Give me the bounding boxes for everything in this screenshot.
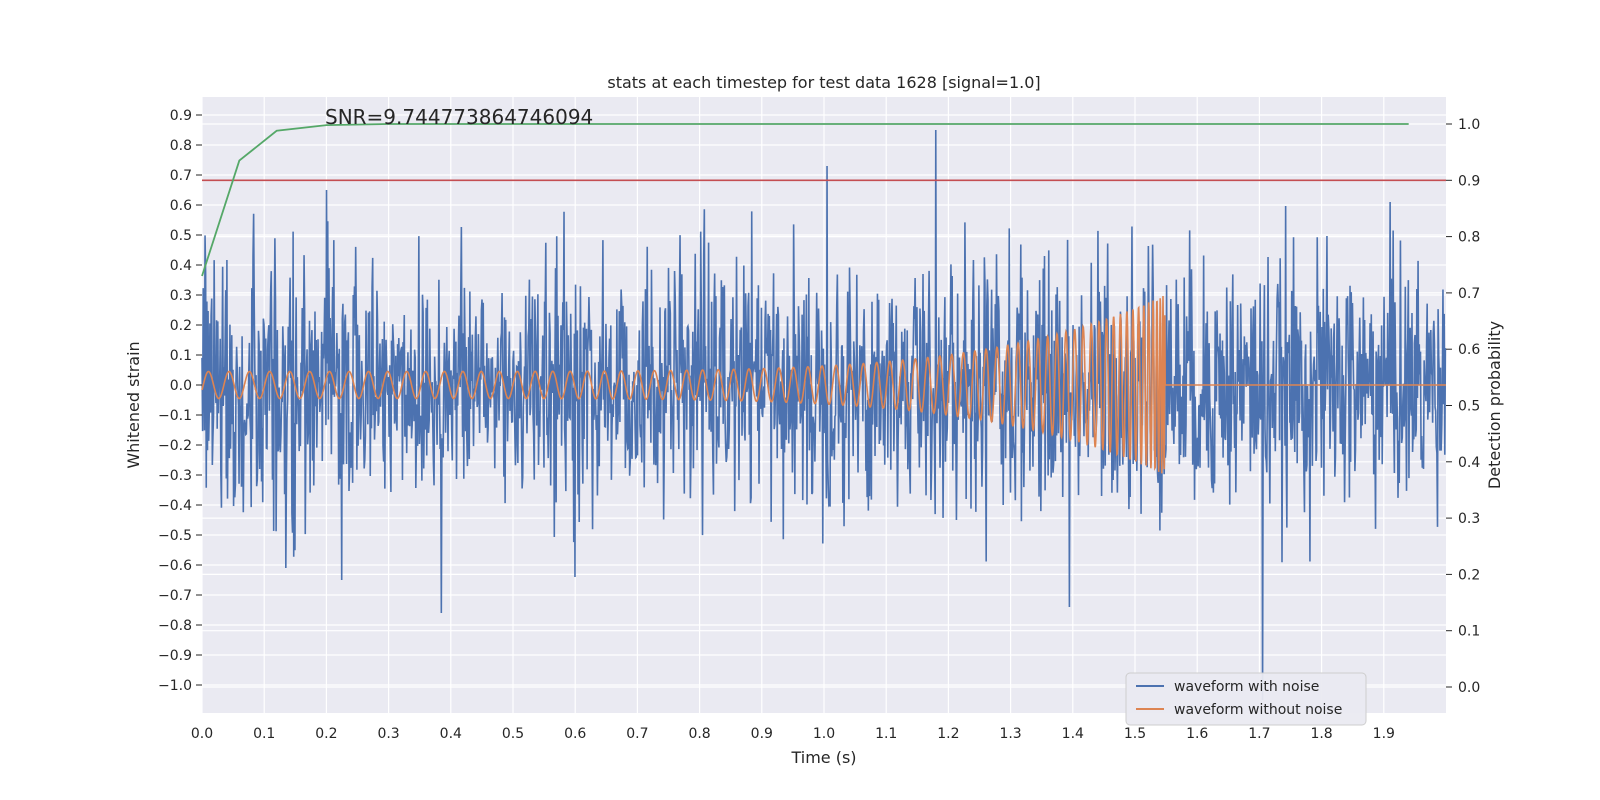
- y-tick-label-left: −1.0: [158, 678, 192, 694]
- y-tick-label-right: 0.0: [1458, 680, 1480, 696]
- y-tick-label-left: −0.8: [158, 618, 192, 634]
- x-tick-label: 1.7: [1248, 726, 1270, 742]
- x-tick-label: 1.6: [1186, 726, 1208, 742]
- y-tick-label-left: −0.7: [158, 588, 192, 604]
- x-tick-label: 1.8: [1310, 726, 1332, 742]
- y-tick-label-right: 0.8: [1458, 230, 1480, 246]
- x-tick-label: 1.2: [937, 726, 959, 742]
- x-tick-label: 0.4: [440, 726, 462, 742]
- x-tick-label: 0.2: [315, 726, 337, 742]
- x-tick-label: 0.0: [191, 726, 213, 742]
- y-tick-label-left: 0.4: [170, 258, 192, 274]
- x-tick-label: 1.3: [999, 726, 1021, 742]
- x-tick-label: 0.3: [377, 726, 399, 742]
- y-tick-label-right: 1.0: [1458, 117, 1480, 133]
- series-waveform-without-noise: [201, 295, 1446, 474]
- y-axis-label-left: Whitened strain: [124, 341, 143, 468]
- y-tick-label-left: 0.1: [170, 348, 192, 364]
- y-tick-label-right: 0.2: [1458, 567, 1480, 583]
- x-tick-label: 0.1: [253, 726, 275, 742]
- x-tick-label: 1.9: [1373, 726, 1395, 742]
- y-axis-label-right: Detection probability: [1485, 321, 1504, 489]
- x-tick-label: 0.7: [626, 726, 648, 742]
- series-detection-probability: [201, 123, 1409, 277]
- y-tick-label-right: 0.5: [1458, 399, 1480, 415]
- x-tick-label: 1.4: [1062, 726, 1084, 742]
- y-tick-label-left: −0.2: [158, 438, 192, 454]
- y-tick-label-left: 0.0: [170, 378, 192, 394]
- ticks: 0.0 0.1 0.2 0.3 0.4 0.5 0.6 0.7 0.8 0.9 1.0 1.1 1.2 1…: [158, 108, 1480, 742]
- y-tick-label-left: 0.7: [170, 168, 192, 184]
- chart-title: stats at each timestep for test data 162…: [607, 73, 1040, 92]
- y-tick-label-left: 0.5: [170, 228, 192, 244]
- x-tick-label: 0.6: [564, 726, 586, 742]
- legend: waveform with noise waveform without noi…: [1125, 672, 1367, 726]
- x-tick-label: 1.0: [813, 726, 835, 742]
- x-axis-label: Time (s): [790, 748, 856, 767]
- x-tick-label: 0.5: [502, 726, 524, 742]
- snr-annotation: SNR=9.744773864746094: [325, 105, 593, 129]
- y-tick-label-left: −0.5: [158, 528, 192, 544]
- y-tick-label-left: 0.8: [170, 138, 192, 154]
- y-tick-label-left: 0.3: [170, 288, 192, 304]
- x-tick-label: 1.5: [1124, 726, 1146, 742]
- y-tick-label-left: −0.9: [158, 648, 192, 664]
- legend-box: [1125, 672, 1367, 726]
- x-tick-label: 0.8: [688, 726, 710, 742]
- y-tick-label-left: 0.6: [170, 198, 192, 214]
- x-tick-label: 0.9: [751, 726, 773, 742]
- y-tick-label-right: 0.1: [1458, 624, 1480, 640]
- legend-label-clean: waveform without noise: [1174, 702, 1342, 718]
- y-tick-label-right: 0.6: [1458, 342, 1480, 358]
- x-tick-label: 1.1: [875, 726, 897, 742]
- y-tick-label-left: −0.4: [158, 498, 192, 514]
- y-tick-label-right: 0.7: [1458, 286, 1480, 302]
- y-tick-label-right: 0.4: [1458, 455, 1480, 471]
- y-tick-label-right: 0.9: [1458, 173, 1480, 189]
- y-tick-label-left: −0.3: [158, 468, 192, 484]
- y-tick-label-left: 0.9: [170, 108, 192, 124]
- y-tick-label-left: −0.1: [158, 408, 192, 424]
- y-tick-label-left: −0.6: [158, 558, 192, 574]
- y-tick-label-right: 0.3: [1458, 511, 1480, 527]
- series-layer: [201, 123, 1447, 701]
- legend-label-noise: waveform with noise: [1174, 679, 1319, 695]
- y-tick-label-left: 0.2: [170, 318, 192, 334]
